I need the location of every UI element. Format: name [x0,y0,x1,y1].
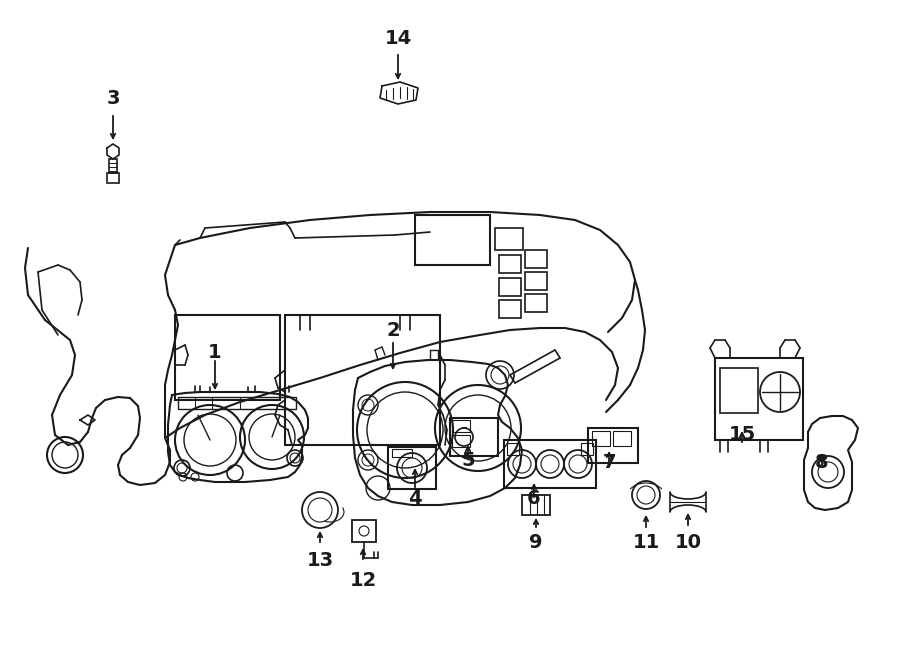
Bar [499,278,521,296]
Bar [720,368,758,413]
Text: 11: 11 [633,533,660,553]
Bar [581,443,593,455]
Bar [499,255,521,273]
Bar [107,173,119,183]
Text: 15: 15 [728,426,756,444]
Text: 9: 9 [529,533,543,553]
Bar [499,300,521,318]
Bar [109,159,117,173]
Bar [525,294,547,312]
Text: 14: 14 [384,28,411,48]
Bar [388,447,436,489]
Bar [495,228,523,250]
Text: 6: 6 [527,488,541,508]
Text: 4: 4 [409,488,422,508]
Text: 7: 7 [602,453,616,471]
Text: 3: 3 [106,89,120,108]
Bar [613,431,631,446]
Text: 8: 8 [815,453,829,471]
Bar [592,431,610,446]
Text: 5: 5 [461,451,475,469]
Bar [450,418,498,456]
Bar [504,440,596,488]
Bar [525,250,547,268]
Bar [452,435,470,447]
Bar [175,315,280,400]
Bar [285,315,440,445]
Bar [522,495,550,515]
Bar [415,215,490,265]
Bar [588,428,638,463]
Bar [452,420,470,432]
Text: 2: 2 [386,321,400,340]
Bar [392,449,412,457]
Bar [715,358,803,440]
Bar [525,272,547,290]
Bar [352,520,376,542]
Text: 13: 13 [306,551,334,570]
Text: 1: 1 [208,342,221,362]
Text: 10: 10 [674,533,701,553]
Bar [178,397,296,409]
Bar [507,443,519,455]
Text: 12: 12 [349,570,376,590]
